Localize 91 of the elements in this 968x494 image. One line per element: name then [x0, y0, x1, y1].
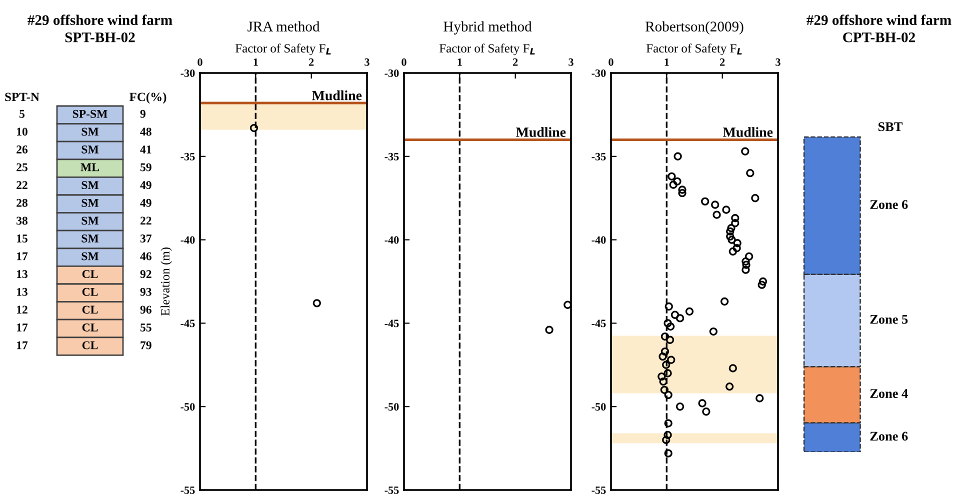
y-tick-label: -50: [180, 403, 195, 411]
x-tick-label: 1: [458, 58, 462, 66]
category-label: SM: [82, 216, 99, 225]
y-tick-label: -40: [180, 236, 195, 244]
chart-title: JRA method: [248, 21, 320, 32]
x-tick-label: 3: [568, 58, 574, 66]
text: 55: [140, 324, 152, 332]
category-label: SM: [82, 234, 99, 242]
series-label: Zone 6: [870, 432, 908, 441]
ref-line-label: Mudline: [723, 127, 773, 137]
y-tick-label: -50: [592, 403, 606, 411]
x-axis-title: Factor of Safety F$_{L}$: [439, 44, 535, 56]
text: 12: [17, 306, 28, 314]
y-tick-label: -30: [592, 69, 606, 77]
text: 49: [140, 181, 152, 190]
text: 28: [16, 198, 28, 207]
y-tick-label: -30: [180, 69, 195, 77]
text: 93: [140, 288, 152, 296]
text: 96: [140, 306, 152, 314]
series-label: Zone 5: [870, 315, 908, 324]
x-axis-title: Factor of Safety F$_{L}$: [646, 44, 742, 56]
y-tick-label: -45: [180, 320, 195, 328]
text: 17: [17, 252, 28, 260]
text: 41: [140, 146, 152, 154]
text: SPT-N: [5, 92, 40, 102]
legend-title: SBT: [878, 122, 903, 132]
category-label: CL: [82, 306, 98, 314]
chart-title: Robertson(2009): [646, 21, 744, 34]
x-tick-label: 2: [309, 58, 314, 66]
category-label: SM: [82, 146, 99, 154]
text: 5: [20, 110, 25, 118]
y-tick-label: -35: [592, 152, 606, 160]
y-tick-label: -55: [384, 486, 399, 494]
category-label: CL: [82, 324, 98, 332]
text: 46: [140, 252, 152, 260]
y-tick-label: -45: [592, 320, 606, 328]
category-label: CL: [82, 270, 98, 278]
y-tick-label: -35: [180, 152, 195, 160]
text: #29 offshore wind farm SPT-BH-02: [28, 14, 172, 42]
text: FC(%): [129, 92, 166, 104]
y-axis-title: Elevation (m): [160, 248, 172, 316]
text: 9: [140, 110, 146, 118]
text: 59: [140, 163, 152, 172]
x-tick-label: 0: [608, 58, 614, 66]
text: 15: [17, 234, 28, 242]
category-label: SM: [82, 128, 99, 136]
x-tick-label: 2: [720, 58, 725, 66]
ref-line-label: Mudline: [516, 127, 566, 137]
x-tick-label: 1: [664, 58, 669, 66]
text: 10: [17, 128, 28, 136]
y-tick-label: -40: [384, 236, 399, 244]
text: 79: [140, 341, 152, 350]
category-label: SM: [82, 181, 99, 190]
y-tick-label: -40: [592, 236, 606, 244]
text: 38: [16, 216, 28, 225]
text: 26: [16, 146, 28, 154]
series-label: Zone 4: [870, 389, 908, 398]
ref-line-label: Mudline: [312, 90, 362, 100]
chart-title: Hybrid method: [444, 21, 532, 34]
text: 22: [16, 181, 28, 189]
x-tick-label: 2: [513, 58, 518, 66]
category-label: CL: [82, 288, 98, 296]
text: 49: [140, 198, 152, 207]
chart-title: #29 offshore wind farm CPT-BH-02: [806, 14, 952, 42]
text: 25: [16, 163, 28, 172]
text: 17: [17, 324, 28, 332]
text: 92: [140, 270, 152, 278]
x-tick-label: 0: [198, 58, 202, 66]
text: 17: [17, 341, 28, 350]
text: 37: [140, 234, 152, 242]
text: 13: [17, 288, 28, 296]
series-label: Zone 6: [870, 200, 908, 209]
category-label: SM: [82, 198, 99, 207]
y-tick-label: -55: [592, 486, 606, 494]
y-tick-label: -35: [384, 152, 399, 160]
x-axis-title: Factor of Safety F$_{L}$: [235, 44, 331, 56]
text: 48: [140, 128, 152, 136]
y-tick-label: -50: [384, 403, 399, 411]
category-label: ML: [80, 163, 100, 172]
y-tick-label: -55: [180, 486, 195, 494]
x-tick-label: 1: [254, 58, 258, 66]
text: 13: [17, 270, 28, 278]
x-tick-label: 3: [364, 58, 370, 66]
category-label: SP-SM: [72, 110, 108, 118]
x-tick-label: 3: [776, 58, 780, 66]
category-label: SM: [82, 252, 99, 260]
category-label: CL: [82, 341, 98, 350]
y-tick-label: -30: [384, 69, 399, 77]
text: 22: [140, 216, 152, 225]
y-tick-label: -45: [384, 320, 399, 328]
x-tick-label: 0: [402, 58, 406, 66]
